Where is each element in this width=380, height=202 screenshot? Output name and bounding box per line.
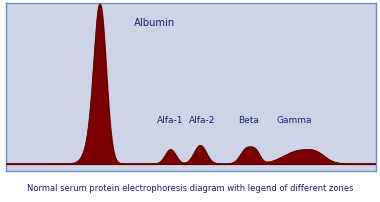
Text: Normal serum protein electrophoresis diagram with legend of different zones: Normal serum protein electrophoresis dia…	[27, 183, 353, 192]
Text: Beta: Beta	[238, 116, 259, 125]
Text: Alfa-1: Alfa-1	[157, 116, 184, 125]
Text: Albumin: Albumin	[133, 17, 175, 27]
Text: Gamma: Gamma	[277, 116, 312, 125]
Text: Alfa-2: Alfa-2	[189, 116, 215, 125]
